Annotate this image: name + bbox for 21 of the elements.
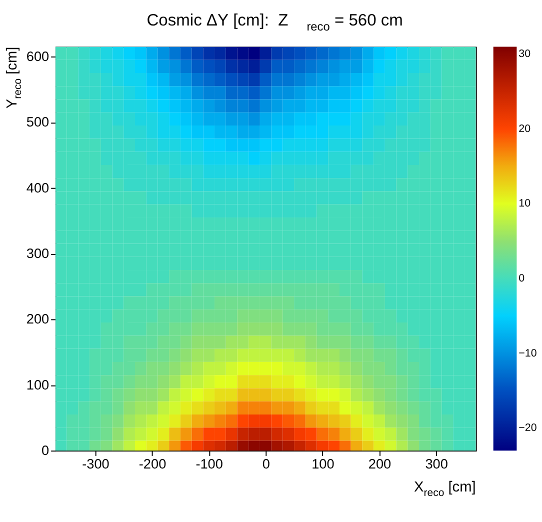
y-axis-title: Yreco [cm] [4, 46, 24, 109]
color-bar-label: 20 [518, 122, 531, 135]
x-tick-label: 100 [312, 456, 335, 472]
y-tick-label: 0 [42, 442, 50, 458]
x-tick-label: 0 [262, 456, 270, 472]
y-tick-label: 500 [26, 114, 50, 130]
color-bar-label: −10 [518, 347, 537, 360]
color-bar-label: 30 [518, 48, 531, 60]
x-tick-label: 300 [425, 456, 448, 472]
x-tick-label: 200 [368, 456, 392, 472]
x-tick-label: -300 [82, 456, 110, 472]
y-tick-label: 200 [26, 312, 50, 327]
y-tick-label: 100 [26, 377, 50, 392]
y-tick-label: 400 [26, 180, 50, 196]
x-tick-label: -200 [138, 456, 167, 472]
color-bar-label: 10 [518, 198, 531, 210]
color-bar-label: −20 [518, 422, 537, 434]
x-tick-label: -100 [196, 456, 224, 472]
color-bar-label: 0 [518, 272, 525, 285]
y-tick-label: 600 [26, 48, 50, 64]
y-tick-label: 300 [26, 246, 50, 261]
